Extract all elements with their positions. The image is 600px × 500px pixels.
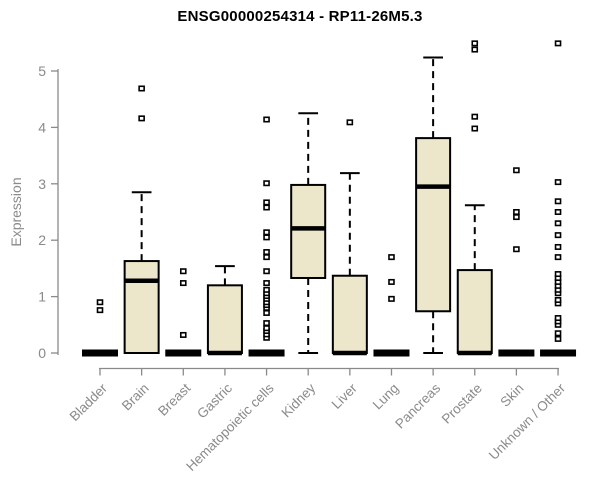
outlier-point: [471, 113, 479, 120]
outlier-point: [263, 199, 270, 206]
zero-box: [540, 349, 577, 357]
outlier-point: [179, 268, 187, 275]
box: [456, 269, 493, 355]
outlier-point: [263, 116, 270, 123]
outlier-point: [179, 280, 187, 287]
y-tick-label: 1: [38, 289, 46, 305]
outlier-point: [471, 40, 479, 47]
zero-box: [82, 349, 118, 357]
y-tick-label: 0: [38, 345, 46, 361]
x-tick-label: Unknown / Other: [486, 380, 569, 463]
outlier-point: [388, 278, 395, 285]
outlier-point: [263, 234, 270, 241]
outlier-point: [346, 119, 354, 126]
outlier-point: [263, 286, 270, 293]
outlier-point: [96, 299, 104, 306]
outlier-point: [263, 204, 270, 211]
outlier-point: [554, 330, 562, 337]
y-tick-label: 4: [38, 119, 46, 135]
outlier-point: [263, 254, 270, 261]
x-tick-label: Lung: [370, 381, 402, 413]
outlier-point: [263, 229, 270, 236]
outlier-point: [263, 280, 270, 287]
x-tick-label: Prostate: [439, 381, 485, 427]
x-tick-label: Bladder: [67, 380, 111, 424]
x-tick-label: Liver: [329, 380, 361, 412]
outlier-point: [554, 243, 562, 250]
x-tick-label: Skin: [497, 381, 526, 410]
outlier-point: [471, 46, 479, 53]
outlier-point: [513, 246, 520, 253]
zero-box: [248, 349, 285, 357]
x-tick-label: Brain: [119, 381, 152, 414]
chart-title: ENSG00000254314 - RP11-26M5.3: [177, 8, 423, 25]
outlier-point: [554, 254, 562, 261]
x-tick-label: Pancreas: [392, 380, 443, 431]
y-tick-label: 3: [38, 176, 46, 192]
outlier-point: [138, 115, 145, 122]
outlier-point: [388, 295, 395, 302]
outlier-point: [554, 271, 562, 278]
outlier-point: [513, 214, 520, 221]
zero-box: [373, 349, 410, 357]
x-tick-label: Breast: [155, 380, 193, 418]
y-tick-label: 5: [38, 63, 46, 79]
outlier-point: [554, 315, 562, 322]
outlier-point: [263, 320, 270, 327]
outlier-point: [263, 325, 270, 332]
outlier-point: [554, 232, 562, 239]
outlier-point: [554, 179, 562, 186]
outlier-point: [513, 209, 520, 216]
outlier-point: [554, 220, 562, 227]
outlier-point: [263, 249, 270, 256]
box: [123, 260, 160, 354]
x-tick-label: Kidney: [279, 380, 319, 420]
y-axis-title: Expression: [8, 177, 24, 247]
zero-box: [165, 349, 202, 357]
outlier-point: [513, 167, 520, 174]
outlier-point: [138, 85, 145, 92]
outlier-point: [554, 40, 562, 47]
outlier-point: [96, 307, 104, 314]
outlier-point: [388, 254, 395, 261]
y-tick-label: 2: [38, 232, 46, 248]
box: [331, 274, 368, 354]
box: [206, 284, 243, 355]
outlier-point: [263, 309, 270, 316]
x-tick-label: Gastric: [194, 380, 235, 421]
outlier-point: [263, 180, 270, 187]
outlier-point: [554, 209, 562, 216]
outlier-point: [554, 198, 562, 205]
zero-box: [498, 349, 535, 357]
box: [415, 137, 452, 313]
outlier-point: [554, 296, 562, 303]
outlier-point: [179, 331, 187, 338]
box: [290, 183, 327, 279]
outlier-point: [554, 335, 562, 342]
outlier-point: [263, 268, 270, 275]
outlier-point: [471, 125, 479, 132]
